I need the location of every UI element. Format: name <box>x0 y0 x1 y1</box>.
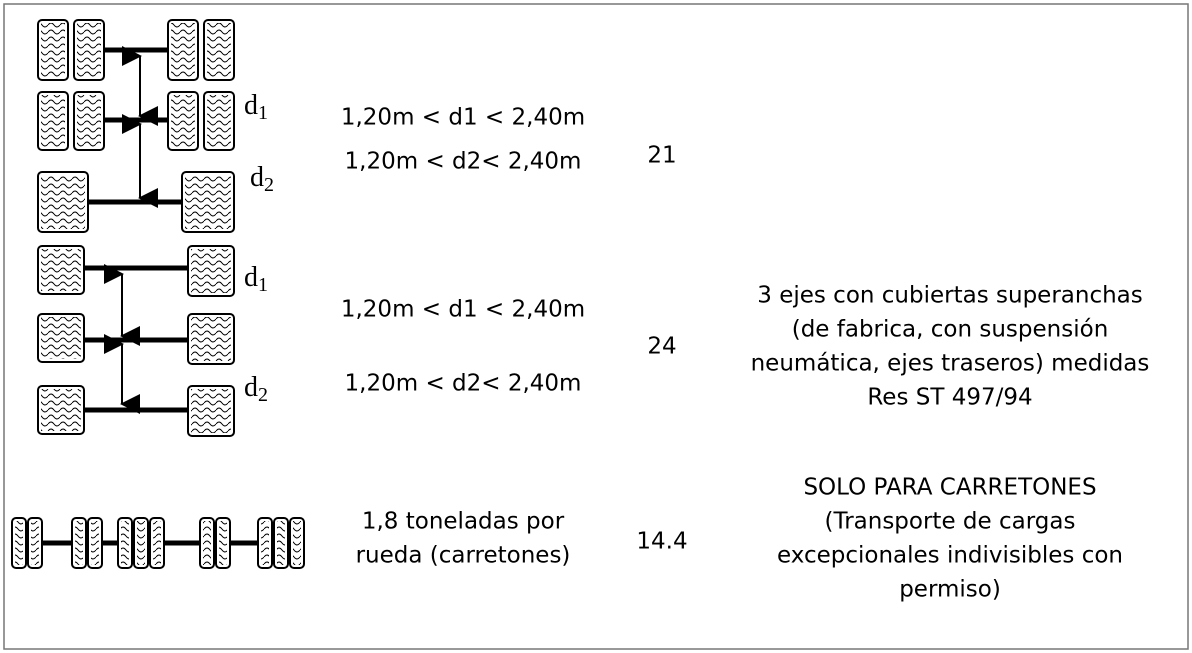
wheel-tread <box>171 23 195 77</box>
wheel-tread <box>41 95 65 147</box>
label-letter: d <box>244 372 258 403</box>
label-subscript: 1 <box>258 274 268 296</box>
wheel-tread <box>77 23 101 77</box>
label-letter: d <box>244 90 258 121</box>
description-text: 3 ejes con cubiertas superanchas <box>757 283 1143 309</box>
label-subscript: 2 <box>258 384 268 406</box>
wheel-tread <box>277 521 285 565</box>
load-value: 24 <box>647 334 676 360</box>
distance-label: d1 <box>244 90 268 123</box>
distance-label: d2 <box>250 162 274 195</box>
wheel-tread <box>207 23 231 77</box>
wheel-tread <box>191 389 231 433</box>
wheel-tread <box>41 389 81 431</box>
wheel-tread <box>203 521 211 565</box>
label-letter: d <box>244 262 258 293</box>
axle-diagrams <box>11 19 305 569</box>
wheel-tread <box>121 521 129 565</box>
condition-text: 1,20m < d1 < 2,40m <box>341 297 585 323</box>
wheel-tread <box>41 317 81 359</box>
distance-label: d1 <box>244 262 268 295</box>
distance-label: d2 <box>244 372 268 405</box>
wheel-tread <box>41 249 81 291</box>
wheel-tread <box>191 249 231 293</box>
condition-text: rueda (carretones) <box>356 543 571 569</box>
wheel-tread <box>153 521 161 565</box>
description-text: SOLO PARA CARRETONES <box>803 475 1096 501</box>
label-subscript: 2 <box>264 174 274 196</box>
description-text: (de fabrica, con suspensión <box>792 317 1109 343</box>
load-value: 21 <box>647 143 676 169</box>
description-text: permiso) <box>899 577 1001 603</box>
wheel-tread <box>41 23 65 77</box>
wheel-tread <box>207 95 231 147</box>
condition-text: 1,20m < d2< 2,40m <box>345 371 582 397</box>
wheel-tread <box>15 521 23 565</box>
wheel-tread <box>77 95 101 147</box>
wheel-tread <box>261 521 269 565</box>
wheel-tread <box>191 317 231 361</box>
condition-text: 1,8 toneladas por <box>362 509 565 535</box>
wheel-tread <box>293 521 301 565</box>
description-text: Res ST 497/94 <box>867 385 1032 411</box>
condition-text: 1,20m < d1 < 2,40m <box>341 105 585 131</box>
wheel-tread <box>137 521 145 565</box>
description-text: excepcionales indivisibles con <box>777 543 1123 569</box>
label-letter: d <box>250 162 264 193</box>
label-subscript: 1 <box>258 102 268 124</box>
wheel-tread <box>185 175 231 229</box>
load-value: 14.4 <box>636 529 687 555</box>
wheel-tread <box>171 95 195 147</box>
wheel-tread <box>219 521 227 565</box>
condition-text: 1,20m < d2< 2,40m <box>345 149 582 175</box>
wheel-tread <box>75 521 83 565</box>
wheel-tread <box>31 521 39 565</box>
wheel-tread <box>41 175 85 229</box>
description-text: (Transporte de cargas <box>825 509 1076 535</box>
description-text: neumática, ejes traseros) medidas <box>751 351 1150 377</box>
wheel-tread <box>91 521 99 565</box>
